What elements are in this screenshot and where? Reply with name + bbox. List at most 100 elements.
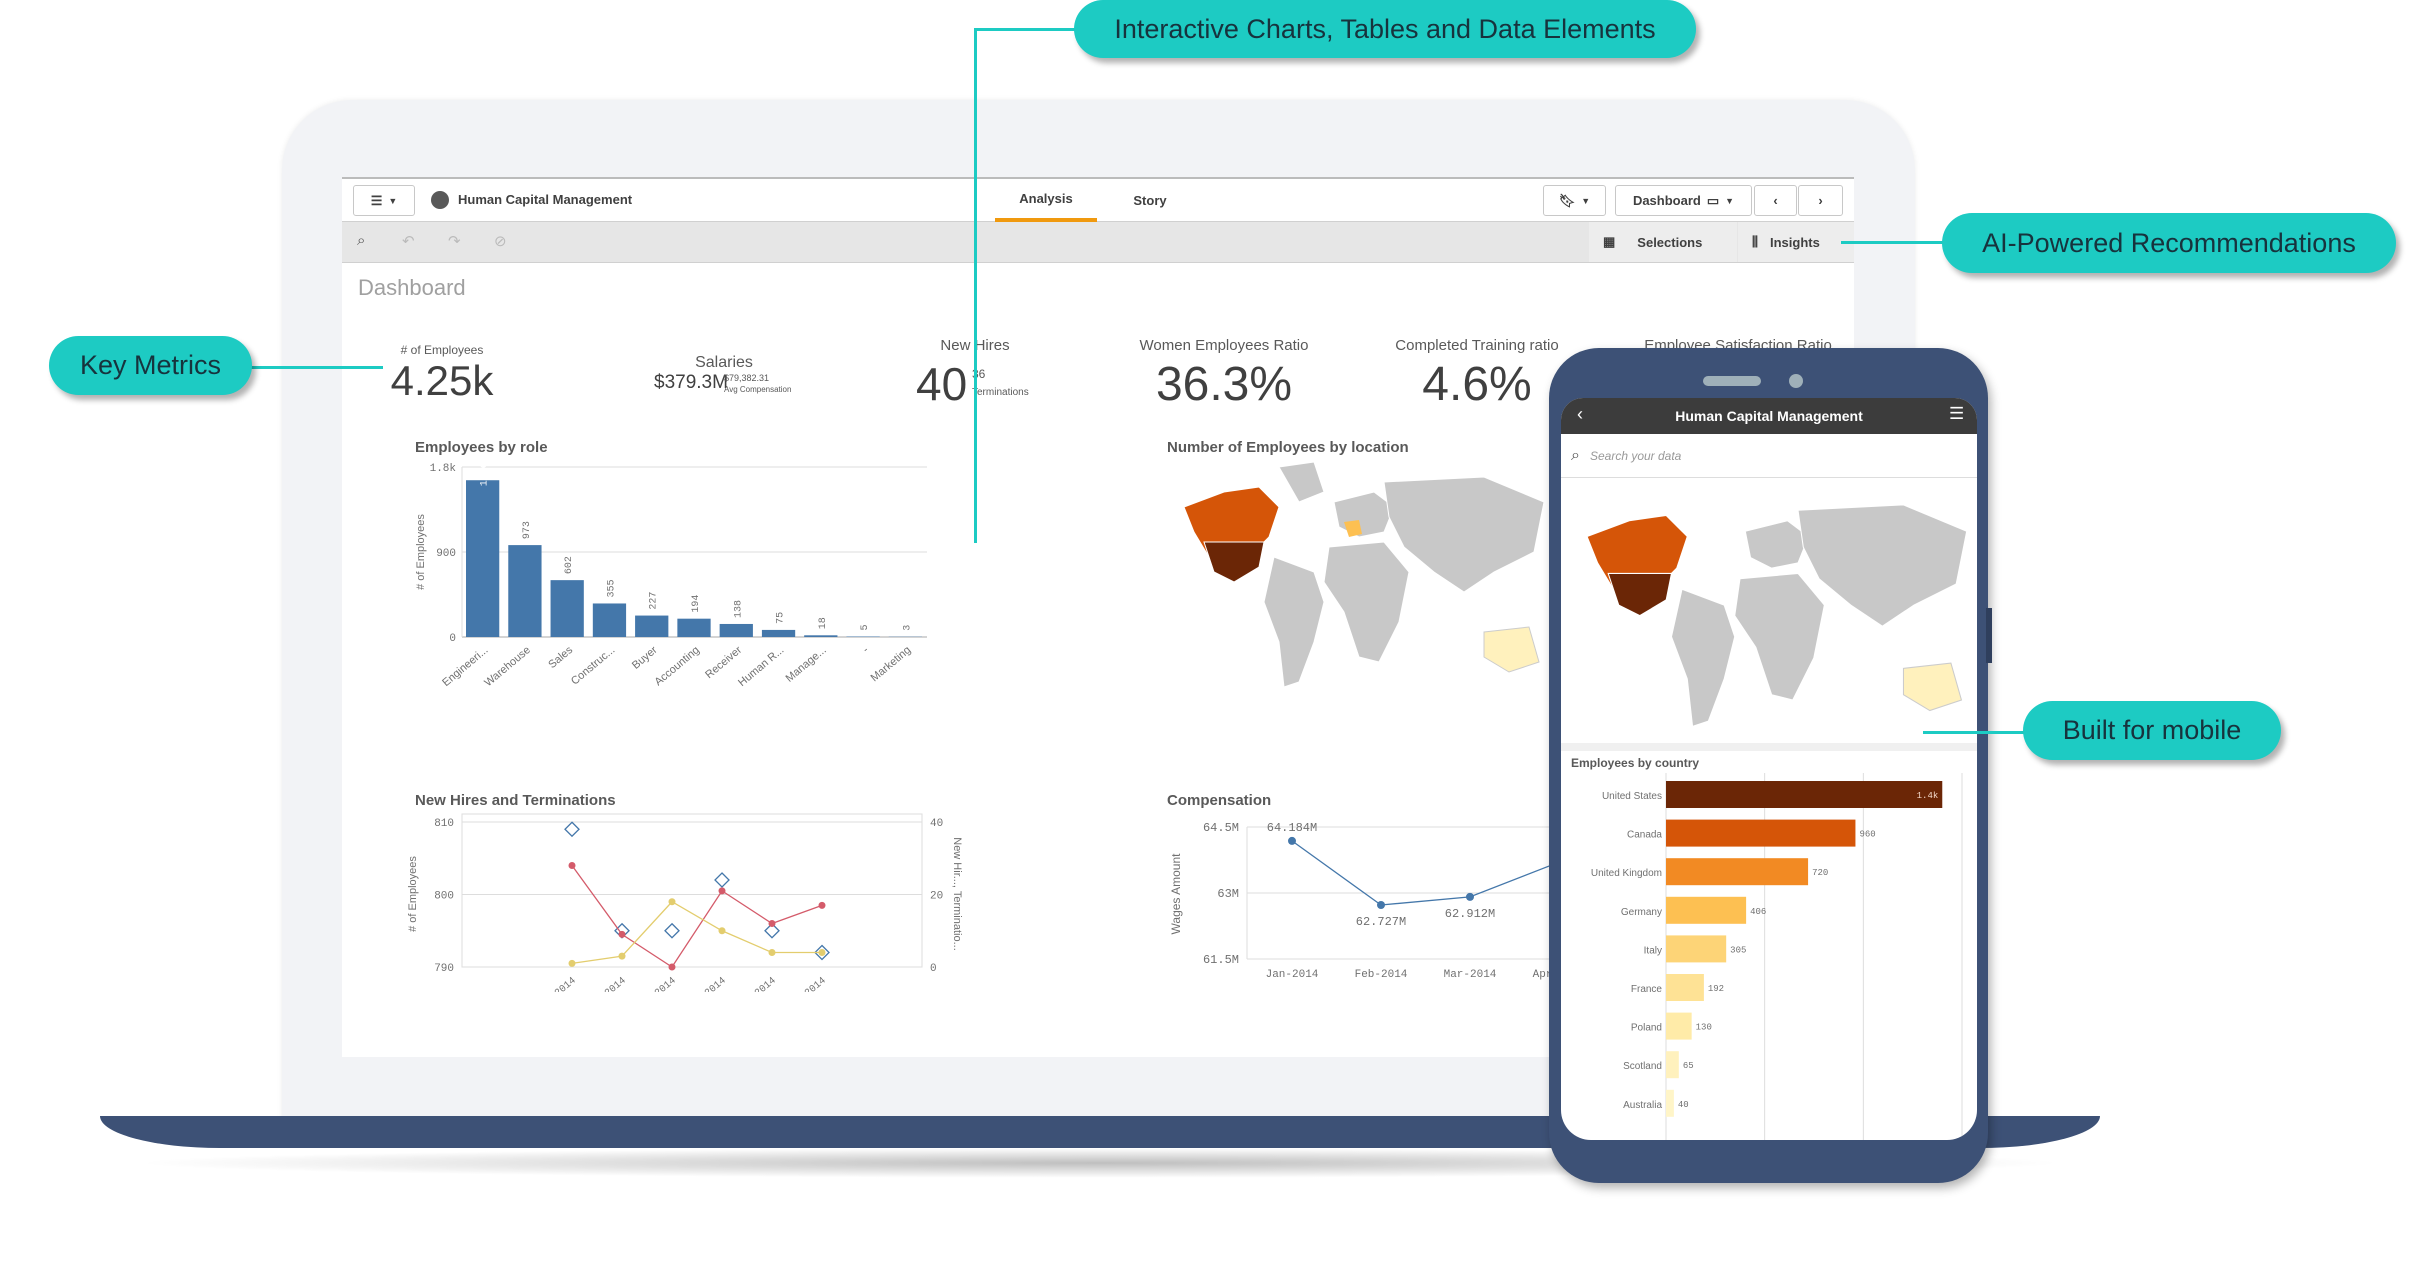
bar[interactable] [592, 603, 627, 637]
x-tick-label: May-2014 [735, 976, 779, 992]
bar-value-label: 40 [1678, 1100, 1689, 1110]
data-point[interactable] [1288, 836, 1296, 845]
callout-line [245, 366, 383, 369]
world-map[interactable] [1164, 462, 1549, 697]
next-sheet-button[interactable]: › [1798, 185, 1843, 216]
step-back-icon[interactable]: ↶ [402, 233, 415, 250]
y-tick-label: 790 [434, 963, 454, 975]
map-united-states[interactable] [1203, 541, 1265, 583]
plot-frame[interactable] [461, 813, 923, 968]
selections-button[interactable]: ▦ Selections [1589, 222, 1737, 262]
bar-value-label: 130 [1696, 1023, 1712, 1033]
kpi-training-label: Completed Training ratio [1395, 337, 1559, 354]
mobile-title: Human Capital Management [1675, 408, 1863, 424]
map-germany[interactable] [1344, 520, 1362, 537]
data-point[interactable] [618, 930, 626, 938]
bar[interactable] [550, 580, 584, 637]
data-point-diamond[interactable] [714, 872, 730, 888]
clear-selections-icon[interactable]: ⊘ [494, 233, 507, 250]
new-hires-terminations-chart[interactable]: 790 800 810 0 20 40 # of Employees New Hir..., … [402, 812, 982, 992]
smart-search-icon[interactable]: ⌕ [357, 232, 366, 249]
tab-analysis[interactable]: Analysis [995, 179, 1097, 222]
tab-story[interactable]: Story [1133, 193, 1167, 208]
y-axis-label: Wages Amount [1169, 853, 1183, 935]
data-point[interactable] [768, 920, 776, 927]
data-point[interactable] [818, 949, 826, 956]
bar[interactable] [1666, 1012, 1692, 1040]
bar-value-label: 355 [606, 579, 617, 597]
bar[interactable] [761, 629, 796, 637]
insights-button[interactable]: ⫼ Insights [1738, 222, 1854, 262]
bar-value-label: 973 [522, 521, 533, 539]
data-point[interactable] [618, 952, 626, 960]
map-greenland[interactable] [1278, 462, 1325, 503]
bar[interactable] [1666, 781, 1943, 808]
bar[interactable] [1666, 858, 1809, 886]
data-point-diamond[interactable] [814, 944, 830, 961]
bar[interactable] [1666, 1089, 1674, 1117]
bar[interactable] [804, 635, 838, 637]
data-point-diamond[interactable] [764, 922, 780, 939]
callout-line [974, 28, 1079, 31]
map-africa[interactable] [1323, 541, 1410, 663]
map-australia[interactable] [1483, 626, 1540, 673]
data-point[interactable] [1466, 892, 1474, 901]
map-title: Number of Employees by location [1167, 439, 1409, 456]
x-tick-label: Sales [546, 644, 575, 671]
x-tick-label: Human R... [736, 644, 786, 689]
bookmark-button[interactable]: 🔖︎ ▼ [1543, 185, 1606, 216]
bar[interactable] [635, 615, 669, 637]
sheet-dropdown-button[interactable]: Dashboard ▭ ▼ [1615, 185, 1752, 216]
search-icon: ⌕ [1571, 446, 1580, 464]
data-point[interactable] [718, 927, 726, 935]
back-icon[interactable]: ‹ [1577, 404, 1583, 424]
data-point[interactable] [668, 963, 676, 971]
series-line[interactable] [571, 865, 823, 968]
phone-side-button [1986, 608, 1992, 663]
bar[interactable] [719, 623, 753, 637]
mobile-world-map[interactable] [1566, 483, 1972, 743]
divider [1561, 743, 1977, 751]
top-toolbar: ☰ ▼ Human Capital Management Analysis Sto… [342, 177, 1854, 222]
hamburger-icon[interactable]: ☰ [1949, 404, 1965, 423]
compensation-chart[interactable]: 61.5M 63M 64.5M Wages Amount 64.184M Jan-2014… [1162, 812, 1562, 1012]
callout-mobile: Built for mobile [2023, 701, 2281, 760]
data-point-diamond[interactable] [564, 821, 580, 838]
data-point[interactable] [818, 901, 826, 909]
map-south-america[interactable] [1263, 556, 1325, 688]
y-right-axis-label: New Hir..., Terminatio... [951, 837, 963, 951]
map-asia[interactable] [1383, 476, 1545, 593]
step-forward-icon[interactable]: ↷ [448, 233, 461, 250]
map-europe[interactable] [1333, 491, 1395, 538]
bar[interactable] [1666, 819, 1856, 847]
bar[interactable] [1666, 935, 1727, 963]
previous-sheet-button[interactable]: ‹ [1754, 185, 1797, 216]
data-point-diamond[interactable] [664, 922, 680, 939]
bar-value-label: 18 [818, 617, 829, 629]
series-line[interactable] [571, 900, 822, 965]
data-point[interactable] [1377, 901, 1385, 910]
y-tick-label: 63M [1217, 887, 1239, 901]
mobile-search-input[interactable]: ⌕ Search your data [1561, 434, 1977, 478]
chevron-left-icon: ‹ [1773, 193, 1778, 208]
data-point[interactable] [718, 887, 726, 895]
data-point[interactable] [568, 862, 576, 869]
x-tick-label: Accounting [653, 644, 702, 688]
bar[interactable] [466, 480, 500, 637]
bar[interactable] [1666, 1051, 1679, 1079]
series-line[interactable] [1291, 840, 1560, 906]
employees-by-country-chart[interactable]: United States 1.4k Canada 960 United Kingdom… [1561, 773, 1977, 1140]
bar[interactable] [677, 618, 711, 637]
mobile-header: ‹ Human Capital Management ☰ [1561, 398, 1977, 434]
device-icon: ▭ [1706, 192, 1720, 208]
bar[interactable] [1666, 896, 1747, 924]
data-point[interactable] [768, 949, 776, 956]
category-label: Italy [1644, 945, 1662, 956]
data-point[interactable] [668, 898, 676, 906]
bar-value-label: 1.66k [479, 457, 491, 486]
bar[interactable] [508, 545, 542, 637]
data-point[interactable] [568, 959, 576, 967]
bar[interactable] [1666, 974, 1704, 1001]
menu-button[interactable]: ☰ ▼ [353, 185, 415, 216]
